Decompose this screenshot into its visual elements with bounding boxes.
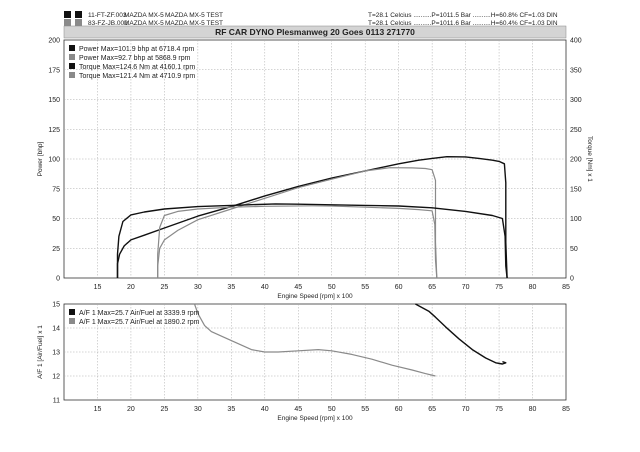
pt-ytick-label: 175 <box>48 67 60 74</box>
af-series-line <box>193 303 436 377</box>
af-xtick-label: 55 <box>361 406 369 413</box>
run1-test: MAZDA MX-5 TEST <box>165 12 223 19</box>
pt-xtick-label: 15 <box>94 284 102 291</box>
pt-y2tick-label: 100 <box>570 216 582 223</box>
pt-y2label: Torque [Nm] x 1 <box>586 136 593 182</box>
pt-xtick-label: 85 <box>562 284 570 291</box>
run2-marker <box>64 19 71 26</box>
af-series-line <box>415 303 507 365</box>
pt-ytick-label: 0 <box>56 276 60 283</box>
af-xtick-label: 25 <box>161 406 169 413</box>
run1-marker <box>64 11 71 18</box>
pt-xtick-label: 20 <box>127 284 135 291</box>
pt-legend-swatch <box>69 72 75 78</box>
pt-series-line <box>116 203 508 279</box>
pt-y2tick-label: 200 <box>570 157 582 164</box>
pt-ytick-label: 25 <box>52 246 60 253</box>
af-xtick-label: 15 <box>94 406 102 413</box>
af-legend-entry: A/F 1 Max=25.7 Air/Fuel at 3339.9 rpm <box>79 310 200 317</box>
af-xtick-label: 60 <box>395 406 403 413</box>
pt-series-line <box>116 155 508 279</box>
af-legend-swatch <box>69 318 75 324</box>
pt-ytick-label: 200 <box>48 38 60 45</box>
pt-xtick-label: 35 <box>227 284 235 291</box>
af-ytick-label: 12 <box>52 374 60 381</box>
run2-marker-2 <box>75 19 82 26</box>
pt-xtick-label: 70 <box>462 284 470 291</box>
pt-xtick-label: 40 <box>261 284 269 291</box>
pt-xtick-label: 30 <box>194 284 202 291</box>
pt-legend-swatch <box>69 45 75 51</box>
pt-xtick-label: 50 <box>328 284 336 291</box>
pt-xlabel: Engine Speed [rpm] x 100 <box>277 293 353 300</box>
af-xtick-label: 70 <box>462 406 470 413</box>
pt-legend-entry: Power Max=92.7 bhp at 5868.9 rpm <box>79 55 191 62</box>
run1-id: 11-FT-ZF.003 <box>88 12 127 19</box>
run2-model: MAZDA MX-5 <box>124 20 164 27</box>
af-ytick-label: 11 <box>53 398 60 405</box>
af-xtick-label: 80 <box>529 406 537 413</box>
af-xtick-label: 40 <box>261 406 269 413</box>
pt-ytick-label: 125 <box>48 127 60 134</box>
pt-xtick-label: 75 <box>495 284 503 291</box>
pt-ytick-label: 100 <box>48 157 60 164</box>
pt-ytick-label: 150 <box>48 97 60 104</box>
pt-y2tick-label: 400 <box>570 38 582 45</box>
pt-y2tick-label: 250 <box>570 127 582 134</box>
af-xlabel: Engine Speed [rpm] x 100 <box>277 415 353 422</box>
pt-xtick-label: 25 <box>161 284 169 291</box>
pt-legend-entry: Power Max=101.9 bhp at 6718.4 rpm <box>79 46 195 53</box>
af-xtick-label: 45 <box>294 406 302 413</box>
pt-y2tick-label: 50 <box>570 246 578 253</box>
af-legend-entry: A/F 1 Max=25.7 Air/Fuel at 1890.2 rpm <box>79 319 200 326</box>
run2-test: MAZDA MX-5 TEST <box>165 20 223 27</box>
pt-ylabel: Power [bhp] <box>37 141 44 176</box>
af-xtick-label: 65 <box>428 406 436 413</box>
pt-xtick-label: 65 <box>428 284 436 291</box>
run2-id: 83-FZ-JB.002 <box>88 20 128 27</box>
pt-legend-entry: Torque Max=124.6 Nm at 4160.1 rpm <box>79 64 195 71</box>
af-ylabel: A/F 1 [Air/Fuel] x 1 <box>37 325 44 379</box>
pt-ytick-label: 75 <box>52 186 60 193</box>
af-legend-swatch <box>69 309 75 315</box>
af-ytick-label: 14 <box>52 326 60 333</box>
af-xtick-label: 75 <box>495 406 503 413</box>
header-title: RF CAR DYNO Plesmanweg 20 Goes 0113 2717… <box>215 27 415 37</box>
af-xtick-label: 30 <box>194 406 202 413</box>
pt-xtick-label: 45 <box>294 284 302 291</box>
pt-xtick-label: 60 <box>395 284 403 291</box>
af-xtick-label: 20 <box>127 406 135 413</box>
pt-legend-swatch <box>69 54 75 60</box>
pt-y2tick-label: 300 <box>570 97 582 104</box>
run2-conditions: T=28.1 Celcius ..........P=1011.6 Bar ..… <box>368 20 558 27</box>
pt-ytick-label: 50 <box>52 216 60 223</box>
pt-y2tick-label: 0 <box>570 276 574 283</box>
pt-legend-swatch <box>69 63 75 69</box>
header-bar <box>63 25 567 39</box>
run1-marker-2 <box>75 11 82 18</box>
run1-model: MAZDA MX-5 <box>124 12 164 19</box>
af-xtick-label: 85 <box>562 406 570 413</box>
run-info: 11-FT-ZF.003 MAZDA MX-5 MAZDA MX-5 TEST … <box>64 11 558 27</box>
pt-y2tick-label: 350 <box>570 67 582 74</box>
run1-conditions: T=28.1 Celcius ..........P=1011.5 Bar ..… <box>368 12 558 19</box>
af-xtick-label: 50 <box>328 406 336 413</box>
pt-y2tick-label: 150 <box>570 186 582 193</box>
af-ytick-label: 15 <box>52 302 60 309</box>
air-fuel-plot: 15 20 25 30 35 40 45 50 55 60 65 70 75 80 85 11 12 13 14 15… <box>37 302 570 423</box>
af-ytick-label: 13 <box>52 350 60 357</box>
pt-xtick-label: 55 <box>361 284 369 291</box>
pt-xtick-label: 80 <box>529 284 537 291</box>
power-torque-plot: 15 20 25 30 35 40 45 50 55 60 65 70 75 80 850255075100… <box>37 38 593 301</box>
af-xtick-label: 35 <box>227 406 235 413</box>
pt-legend-entry: Torque Max=121.4 Nm at 4710.9 rpm <box>79 73 195 80</box>
pt-series-line <box>157 167 438 279</box>
pt-series-line <box>157 205 438 279</box>
